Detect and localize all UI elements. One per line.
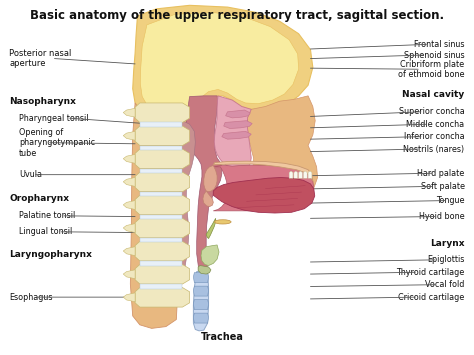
Polygon shape [135,241,190,261]
Polygon shape [193,300,209,310]
Polygon shape [140,192,182,196]
Polygon shape [303,171,307,178]
Polygon shape [140,122,182,127]
Text: Cribriform plate
of ethmoid bone: Cribriform plate of ethmoid bone [398,60,465,79]
Polygon shape [123,270,135,279]
Text: Hyoid bone: Hyoid bone [419,212,465,221]
Text: Soft palate: Soft palate [420,182,465,191]
Polygon shape [140,261,182,266]
Text: Middle concha: Middle concha [406,120,465,129]
Polygon shape [135,288,190,307]
Polygon shape [193,273,209,283]
Polygon shape [214,96,251,170]
Polygon shape [213,178,315,213]
Text: Nostrils (nares): Nostrils (nares) [403,144,465,154]
Text: Nasal cavity: Nasal cavity [402,90,465,99]
Polygon shape [140,284,182,289]
Text: Nasopharynx: Nasopharynx [9,97,76,106]
Polygon shape [224,121,252,129]
Polygon shape [222,131,251,139]
Polygon shape [203,191,213,207]
Polygon shape [123,154,135,163]
Polygon shape [135,264,190,284]
Text: Larynx: Larynx [430,239,465,248]
Polygon shape [140,215,182,219]
Text: Esophagus: Esophagus [9,293,53,302]
Polygon shape [247,96,318,207]
Polygon shape [204,165,217,192]
Polygon shape [294,171,298,178]
Polygon shape [135,126,190,146]
Polygon shape [123,108,135,117]
Polygon shape [123,293,135,302]
Polygon shape [213,161,313,181]
Polygon shape [201,245,219,266]
Text: Inferior concha: Inferior concha [404,132,465,141]
Polygon shape [133,5,313,125]
Polygon shape [185,96,222,272]
Polygon shape [198,266,211,274]
Text: Lingual tonsil: Lingual tonsil [19,227,72,236]
Polygon shape [135,218,190,238]
Text: Laryngopharynx: Laryngopharynx [9,250,92,260]
Polygon shape [289,171,293,178]
Text: Palatine tonsil: Palatine tonsil [19,211,75,220]
Polygon shape [193,286,209,296]
Text: Thyroid cartilage: Thyroid cartilage [396,268,465,277]
Text: Basic anatomy of the upper respiratory tract, sagittal section.: Basic anatomy of the upper respiratory t… [30,9,444,22]
Polygon shape [193,313,209,323]
Polygon shape [123,131,135,140]
Polygon shape [140,169,182,173]
Text: Uvula: Uvula [19,170,42,179]
Polygon shape [123,247,135,256]
Text: Opening of
pharyngotympanic
tube: Opening of pharyngotympanic tube [19,128,95,158]
Text: Pharyngeal tonsil: Pharyngeal tonsil [19,114,89,123]
Text: Cricoid cartilage: Cricoid cartilage [398,293,465,302]
Polygon shape [135,149,190,169]
Polygon shape [140,238,182,242]
Polygon shape [299,171,302,178]
Polygon shape [193,272,209,331]
Ellipse shape [214,220,231,224]
Polygon shape [140,146,182,150]
Text: Sphenoid sinus: Sphenoid sinus [404,50,465,60]
Polygon shape [308,171,312,178]
Polygon shape [135,195,190,215]
Text: Oropharynx: Oropharynx [9,194,70,203]
Text: Superior concha: Superior concha [399,107,465,116]
Polygon shape [123,224,135,233]
Polygon shape [130,103,187,328]
Text: Frontal sinus: Frontal sinus [414,40,465,49]
Polygon shape [226,110,250,118]
Text: Vocal fold: Vocal fold [425,280,465,289]
Text: Hard palate: Hard palate [417,169,465,178]
Polygon shape [135,172,190,192]
Text: Posterior nasal
aperture: Posterior nasal aperture [9,49,72,68]
Polygon shape [213,165,314,211]
Text: Trachea: Trachea [201,332,244,342]
Polygon shape [123,201,135,209]
Polygon shape [140,12,299,118]
Text: Tongue: Tongue [436,196,465,205]
Polygon shape [123,178,135,186]
Polygon shape [135,103,190,122]
Text: Epiglottis: Epiglottis [427,255,465,264]
Polygon shape [178,121,195,268]
Polygon shape [206,218,216,239]
